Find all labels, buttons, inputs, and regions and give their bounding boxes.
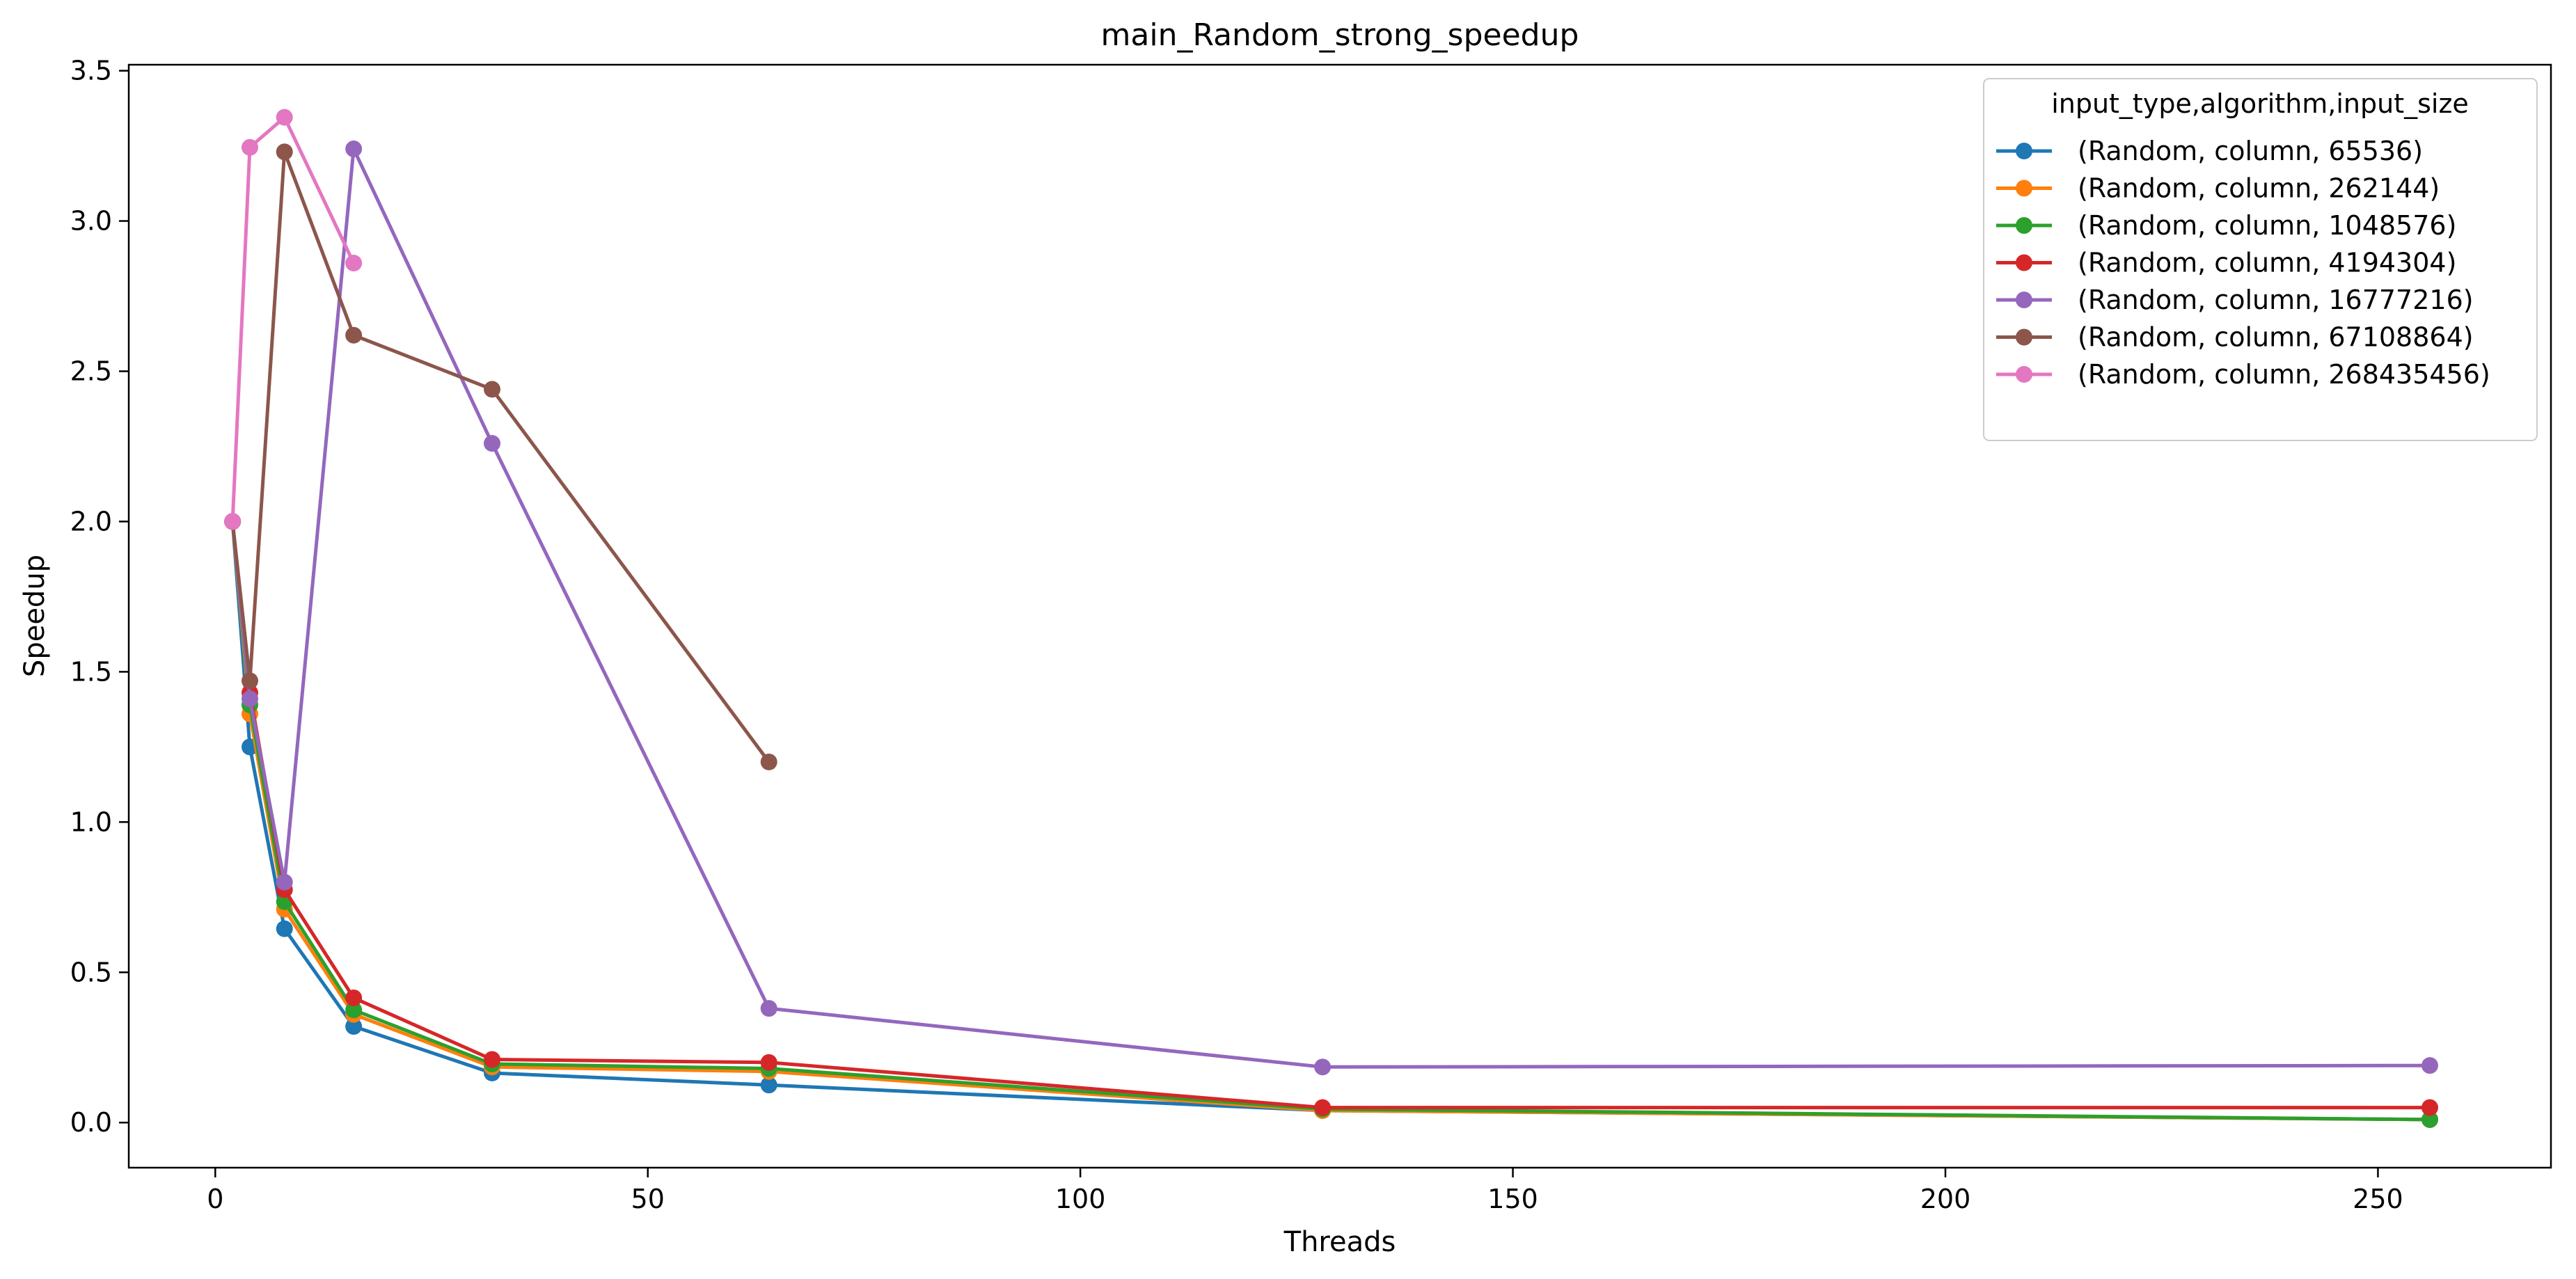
data-point	[2421, 1057, 2438, 1074]
x-tick-label: 0	[207, 1184, 223, 1214]
legend: input_type,algorithm,input_size (Random,…	[1983, 78, 2538, 441]
data-point	[760, 1054, 777, 1071]
legend-item: (Random, column, 268435456)	[1996, 359, 2490, 390]
x-axis-ticks: 0 50 100 150 200 250	[207, 1168, 2403, 1214]
legend-marker	[2016, 143, 2032, 159]
legend-label: (Random, column, 4194304)	[2078, 248, 2456, 278]
y-axis-label: Speedup	[19, 555, 51, 677]
legend-item: (Random, column, 4194304)	[1996, 248, 2456, 278]
data-point	[242, 690, 258, 708]
data-point	[760, 1000, 777, 1017]
legend-label: (Random, column, 268435456)	[2078, 359, 2490, 390]
legend-marker	[2016, 217, 2032, 234]
legend-item: (Random, column, 1048576)	[1996, 210, 2456, 241]
data-point	[345, 140, 363, 157]
legend-label: (Random, column, 65536)	[2078, 136, 2423, 166]
data-point	[276, 920, 293, 937]
data-point	[345, 989, 363, 1006]
data-point	[345, 255, 363, 272]
legend-marker	[2016, 180, 2032, 197]
data-point	[1314, 1099, 1332, 1116]
series-line	[230, 521, 2431, 1122]
x-tick-label: 50	[631, 1184, 665, 1214]
plot-area	[127, 63, 2552, 1169]
legend-marker	[2016, 328, 2032, 346]
y-axis-ticks: 0.0 0.5 1.0 1.5 2.0 2.5 3.0 3.5	[70, 56, 129, 1138]
legend-marker	[2016, 292, 2032, 308]
legend-label: (Random, column, 16777216)	[2078, 285, 2474, 315]
legend-items: (Random, column, 65536) (Random, column, …	[1996, 136, 2490, 390]
x-tick-label: 150	[1487, 1184, 1538, 1214]
legend-item: (Random, column, 16777216)	[1996, 285, 2474, 315]
data-point	[1314, 1058, 1332, 1076]
legend-marker	[2016, 254, 2032, 271]
data-point	[276, 873, 293, 891]
data-point	[224, 513, 242, 530]
data-point	[760, 753, 777, 770]
series-7	[224, 109, 363, 530]
chart-title: main_Random_strong_speedup	[1101, 17, 1579, 53]
series-line	[230, 150, 771, 763]
data-point	[2421, 1111, 2438, 1128]
x-tick-label: 100	[1055, 1184, 1106, 1214]
data-point	[2421, 1099, 2438, 1116]
data-point	[345, 326, 363, 344]
data-point	[242, 138, 258, 156]
y-tick-label: 2.0	[70, 506, 112, 537]
data-point	[484, 1051, 500, 1068]
legend-item: (Random, column, 67108864)	[1996, 322, 2474, 353]
legend-label: (Random, column, 1048576)	[2078, 210, 2456, 241]
legend-box	[1983, 78, 2538, 441]
y-tick-label: 3.5	[70, 56, 112, 86]
legend-item: (Random, column, 262144)	[1996, 173, 2440, 204]
y-tick-label: 1.0	[70, 807, 112, 837]
data-point	[760, 1077, 777, 1094]
data-point	[345, 1018, 363, 1035]
y-tick-label: 1.5	[70, 656, 112, 687]
series-layer	[224, 109, 2438, 1128]
legend-marker	[2016, 366, 2032, 383]
data-point	[276, 109, 293, 126]
legend-label: (Random, column, 262144)	[2078, 173, 2440, 204]
legend-item: (Random, column, 65536)	[1996, 136, 2423, 166]
legend-label: (Random, column, 67108864)	[2078, 322, 2474, 353]
y-tick-label: 3.0	[70, 206, 112, 237]
data-point	[345, 1001, 363, 1019]
x-axis-label: Threads	[1283, 1226, 1396, 1258]
x-tick-label: 250	[2353, 1184, 2403, 1214]
series-line	[230, 147, 2431, 1069]
data-point	[276, 143, 293, 161]
y-tick-label: 0.5	[70, 957, 112, 987]
y-tick-label: 2.5	[70, 356, 112, 387]
series-line	[230, 116, 356, 522]
data-point	[484, 435, 500, 452]
legend-title: input_type,algorithm,input_size	[2051, 88, 2469, 119]
data-point	[484, 381, 500, 398]
x-tick-label: 200	[1920, 1184, 1971, 1214]
data-point	[242, 672, 258, 690]
y-tick-label: 0.0	[70, 1107, 112, 1138]
